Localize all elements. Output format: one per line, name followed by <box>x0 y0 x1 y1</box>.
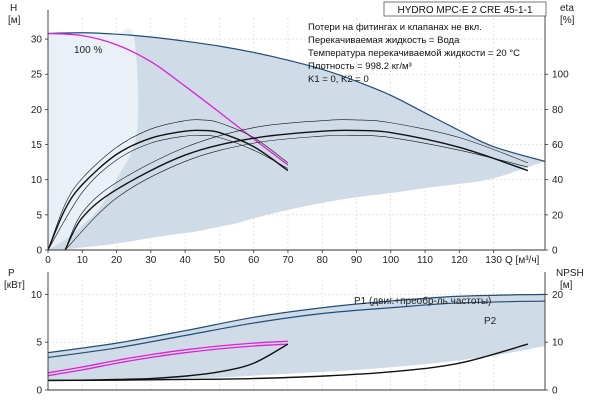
power-y-label-line1: P <box>8 268 15 279</box>
series-max_curve <box>47 32 546 162</box>
series-eta_single <box>47 129 289 251</box>
x-tick-5: 50 <box>214 255 226 266</box>
qh-y2-label-line1: eta <box>560 3 574 14</box>
x-tick-1: 10 <box>77 255 89 266</box>
y-tick-2: 10 <box>31 175 43 186</box>
y-tick-4: 20 <box>31 105 43 116</box>
y-tick-1: 5 <box>36 338 42 349</box>
series-eta_single_outer <box>47 119 289 251</box>
note-line-4: K1 = 0, K2 = 0 <box>308 74 369 85</box>
title-box <box>383 1 547 17</box>
qh-y-ticks: 0 5 10 15 20 25 30 <box>31 35 48 257</box>
x-tick-13: 130 <box>485 255 502 266</box>
label-p1: P1 (двиг.+преобр-ль частоты) <box>354 295 491 307</box>
power-y-ticks: 0 5 10 <box>31 290 48 397</box>
x-tick-6: 60 <box>248 255 260 266</box>
y2-tick-3: 60 <box>552 140 564 151</box>
y-tick-5: 25 <box>31 70 43 81</box>
y-tick-2: 10 <box>31 290 43 301</box>
power-y2-label-line2: [м] <box>560 280 573 291</box>
series-npsh_double <box>47 343 529 382</box>
qh-x-ticks: 0 10 20 30 40 50 60 70 80 90 100 110 120 130 <box>45 250 502 266</box>
y-tick-0: 0 <box>36 246 42 257</box>
note-line-1: Перекачиваемая жидкость = Вода <box>308 35 460 46</box>
y-tick-3: 15 <box>31 140 43 151</box>
series-duty_curve <box>47 32 289 166</box>
qh-y2-ticks: 0 20 40 60 80 100 <box>545 70 569 257</box>
light-range-area <box>48 28 139 250</box>
x-tick-3: 30 <box>145 255 157 266</box>
x-tick-2: 20 <box>111 255 123 266</box>
x-tick-8: 80 <box>317 255 329 266</box>
power-operating-range <box>48 294 545 381</box>
y-tick-1: 5 <box>36 210 42 221</box>
note-line-3: Плотность = 998.2 кг/м³ <box>308 61 412 72</box>
x-tick-7: 70 <box>282 255 294 266</box>
y2-tick-0: 0 <box>552 246 558 257</box>
qh-axes <box>47 10 546 251</box>
y2-tick-0: 0 <box>552 386 558 397</box>
note-line-2: Температура перекачиваемой жидкости = 20… <box>308 48 520 59</box>
y-tick-6: 30 <box>31 35 43 46</box>
y2-tick-1: 20 <box>552 210 564 221</box>
series-eta_double_outer <box>64 119 528 251</box>
qh-chart: 0 10 20 30 40 50 60 70 80 90 100 110 120 130 0 5 10 15 20… <box>8 1 575 266</box>
notes-block: Потери на фитингах и клапанах не вкл. Пе… <box>308 22 520 85</box>
qh-x-label: Q [м³/ч] <box>505 255 540 266</box>
series-eta_double_inner <box>64 134 528 251</box>
series-P1 <box>47 293 546 354</box>
qh-y-label-line1: H <box>10 3 17 14</box>
power-y-label-line2: [кВт] <box>4 280 25 291</box>
note-line-0: Потери на фитингах и клапанах не вкл. <box>308 22 482 33</box>
series-P1_duty <box>47 340 288 374</box>
series-P2 <box>47 300 546 359</box>
y2-tick-5: 100 <box>552 70 569 81</box>
power-y2-label-line1: NPSH <box>556 268 584 279</box>
x-tick-11: 110 <box>417 255 433 266</box>
power-y2-ticks: 0 10 20 <box>545 290 564 397</box>
y2-tick-2: 20 <box>552 290 564 301</box>
y-tick-0: 0 <box>36 386 42 397</box>
series-P2_duty <box>47 343 288 377</box>
qh-operating-range <box>48 28 545 250</box>
qh-curves <box>47 32 546 251</box>
operating-range-area <box>48 294 545 381</box>
x-tick-10: 100 <box>382 255 399 266</box>
qh-y2-label-line2: [%] <box>560 15 575 26</box>
x-tick-0: 0 <box>45 255 51 266</box>
qh-y-label-line2: [м] <box>8 15 21 26</box>
power-curves <box>47 293 546 382</box>
operating-range-area <box>48 32 545 250</box>
y2-tick-2: 40 <box>552 175 564 186</box>
power-chart: 0 5 10 0 10 20 P [кВт] NPSH [м] P1 (двиг.+пр… <box>4 268 584 397</box>
x-tick-4: 40 <box>180 255 192 266</box>
y2-tick-4: 80 <box>552 105 564 116</box>
chart-title: HYDRO MPC-E 2 CRE 45-1-1 <box>397 5 532 16</box>
label-p2: P2 <box>484 316 497 327</box>
label-100-percent: 100 % <box>74 45 102 56</box>
x-tick-12: 120 <box>451 255 468 266</box>
series-eta_double <box>64 129 529 251</box>
x-tick-9: 90 <box>351 255 363 266</box>
y2-tick-1: 10 <box>552 338 564 349</box>
power-axes <box>47 272 546 391</box>
